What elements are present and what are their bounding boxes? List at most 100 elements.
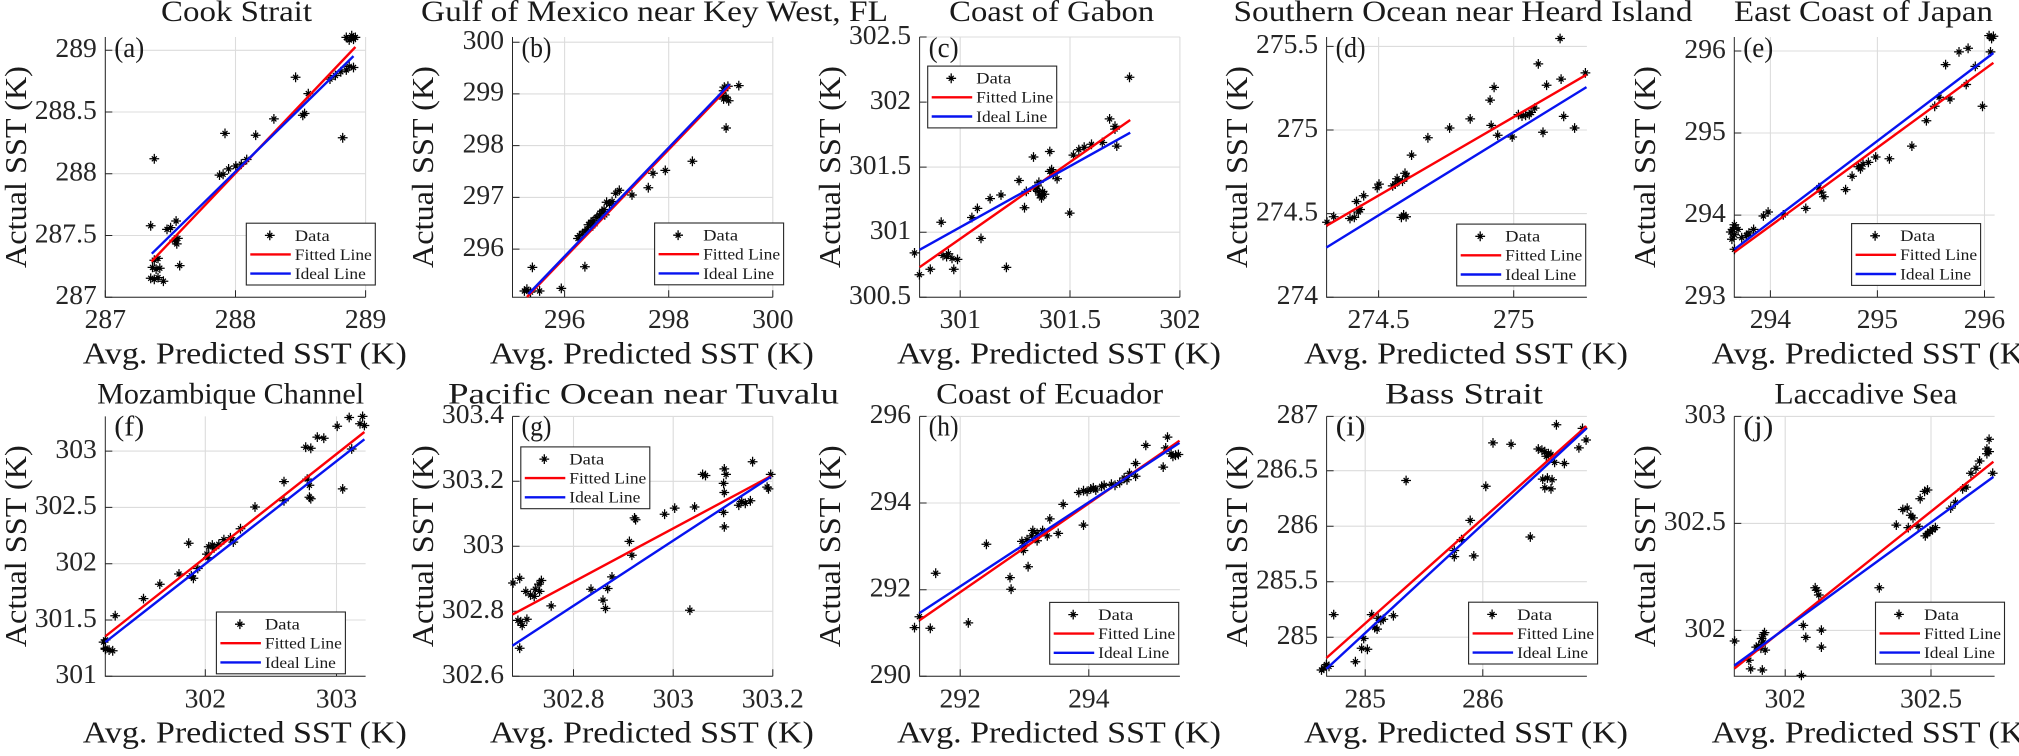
svg-text:Data: Data — [569, 452, 604, 469]
svg-text:Ideal Line: Ideal Line — [1924, 645, 1995, 662]
svg-text:Ideal Line: Ideal Line — [1505, 267, 1576, 284]
svg-text:289: 289 — [345, 303, 386, 334]
svg-text:Pacific Ocean near Tuvalu: Pacific Ocean near Tuvalu — [448, 377, 839, 410]
svg-text:Data: Data — [703, 228, 738, 245]
svg-text:303: 303 — [463, 528, 504, 559]
svg-text:Avg. Predicted SST (K): Avg. Predicted SST (K) — [1712, 335, 2019, 370]
svg-text:302: 302 — [1765, 682, 1806, 713]
svg-text:(f): (f) — [114, 410, 144, 442]
svg-text:Cook Strait: Cook Strait — [161, 0, 313, 28]
svg-text:286: 286 — [1462, 682, 1503, 713]
svg-text:296: 296 — [1964, 303, 2005, 334]
svg-text:286.5: 286.5 — [1256, 453, 1318, 484]
svg-text:275.5: 275.5 — [1256, 28, 1318, 59]
svg-text:292: 292 — [940, 682, 981, 713]
svg-text:303: 303 — [316, 682, 357, 713]
svg-text:East Coast of Japan: East Coast of Japan — [1734, 0, 1993, 28]
svg-text:296: 296 — [870, 398, 911, 429]
svg-text:Data: Data — [1505, 229, 1540, 246]
svg-text:(h): (h) — [929, 410, 959, 442]
svg-text:303: 303 — [653, 682, 694, 713]
svg-text:290: 290 — [870, 658, 911, 689]
svg-text:297: 297 — [463, 179, 504, 210]
svg-text:(j): (j) — [1743, 410, 1773, 442]
svg-text:303: 303 — [1684, 398, 1725, 429]
svg-text:287: 287 — [85, 303, 126, 334]
svg-text:302.8: 302.8 — [542, 682, 604, 713]
svg-text:301: 301 — [870, 214, 911, 245]
svg-text:(g): (g) — [522, 410, 552, 442]
svg-text:286: 286 — [1277, 508, 1318, 539]
svg-text:Avg. Predicted SST (K): Avg. Predicted SST (K) — [897, 715, 1221, 750]
svg-text:Mozambique Channel: Mozambique Channel — [97, 377, 364, 410]
svg-text:Data: Data — [295, 228, 330, 245]
svg-text:303: 303 — [55, 433, 96, 464]
svg-text:Coast of Gabon: Coast of Gabon — [949, 0, 1154, 28]
svg-text:Actual SST (K): Actual SST (K) — [1219, 66, 1254, 268]
svg-text:Avg. Predicted SST (K): Avg. Predicted SST (K) — [83, 335, 407, 370]
svg-text:Fitted Line: Fitted Line — [1098, 626, 1175, 643]
svg-text:302: 302 — [185, 682, 226, 713]
svg-text:Fitted Line: Fitted Line — [1517, 626, 1594, 643]
svg-text:Avg. Predicted SST (K): Avg. Predicted SST (K) — [490, 715, 814, 750]
svg-text:Data: Data — [1924, 607, 1959, 624]
svg-text:(c): (c) — [929, 32, 959, 64]
svg-text:Avg. Predicted SST (K): Avg. Predicted SST (K) — [490, 335, 814, 370]
svg-text:292: 292 — [870, 572, 911, 603]
svg-text:302.8: 302.8 — [442, 593, 504, 624]
svg-text:296: 296 — [544, 303, 585, 334]
svg-text:296: 296 — [463, 231, 504, 262]
svg-text:Actual SST (K): Actual SST (K) — [1627, 445, 1662, 647]
svg-text:Actual SST (K): Actual SST (K) — [0, 66, 33, 268]
svg-text:Fitted Line: Fitted Line — [569, 471, 646, 488]
svg-text:296: 296 — [1684, 33, 1725, 64]
svg-text:Actual SST (K): Actual SST (K) — [405, 445, 440, 647]
svg-text:Avg. Predicted SST (K): Avg. Predicted SST (K) — [1304, 715, 1628, 750]
svg-text:294: 294 — [1684, 197, 1726, 228]
svg-text:Fitted Line: Fitted Line — [976, 90, 1053, 107]
svg-text:302.6: 302.6 — [442, 658, 504, 689]
svg-text:298: 298 — [648, 303, 689, 334]
svg-text:Ideal Line: Ideal Line — [295, 266, 366, 283]
svg-text:288: 288 — [55, 156, 96, 187]
svg-text:Southern Ocean near Heard Isla: Southern Ocean near Heard Island — [1234, 0, 1693, 28]
svg-text:302.5: 302.5 — [1900, 682, 1962, 713]
svg-text:Actual SST (K): Actual SST (K) — [812, 445, 847, 647]
svg-text:294: 294 — [870, 485, 912, 516]
svg-text:(e): (e) — [1743, 32, 1773, 64]
svg-text:302: 302 — [1159, 303, 1200, 334]
svg-text:Gulf of Mexico near Key West,: Gulf of Mexico near Key West, FL — [421, 0, 888, 28]
svg-text:Ideal Line: Ideal Line — [265, 655, 336, 672]
svg-text:Fitted Line: Fitted Line — [703, 247, 780, 264]
svg-text:285: 285 — [1345, 682, 1386, 713]
svg-text:287.5: 287.5 — [35, 217, 97, 248]
svg-text:300.5: 300.5 — [849, 279, 911, 310]
svg-text:303.2: 303.2 — [742, 682, 804, 713]
svg-text:302: 302 — [1684, 612, 1725, 643]
svg-text:303.4: 303.4 — [442, 398, 504, 429]
svg-text:Ideal Line: Ideal Line — [569, 490, 640, 507]
svg-text:Ideal Line: Ideal Line — [1900, 266, 1971, 283]
svg-text:(a): (a) — [114, 32, 144, 64]
svg-text:293: 293 — [1684, 279, 1725, 310]
svg-text:288: 288 — [215, 303, 256, 334]
svg-text:Bass Strait: Bass Strait — [1385, 377, 1544, 410]
svg-text:Avg. Predicted SST (K): Avg. Predicted SST (K) — [897, 335, 1221, 370]
svg-text:303.2: 303.2 — [442, 463, 504, 494]
svg-text:301: 301 — [940, 303, 981, 334]
svg-text:(b): (b) — [522, 32, 552, 64]
svg-text:Actual SST (K): Actual SST (K) — [405, 66, 440, 268]
svg-text:275: 275 — [1493, 303, 1534, 334]
svg-text:Avg. Predicted SST (K): Avg. Predicted SST (K) — [1712, 715, 2019, 750]
svg-text:287: 287 — [1277, 398, 1318, 429]
svg-text:274.5: 274.5 — [1348, 303, 1410, 334]
svg-text:Data: Data — [1517, 607, 1552, 624]
svg-text:298: 298 — [463, 127, 504, 158]
svg-text:285: 285 — [1277, 619, 1318, 650]
svg-text:(i): (i) — [1336, 410, 1366, 442]
svg-text:302.5: 302.5 — [35, 489, 97, 520]
svg-text:Fitted Line: Fitted Line — [1924, 626, 2001, 643]
svg-text:Data: Data — [976, 71, 1011, 88]
svg-text:287: 287 — [55, 279, 96, 310]
svg-text:274.5: 274.5 — [1256, 195, 1318, 226]
